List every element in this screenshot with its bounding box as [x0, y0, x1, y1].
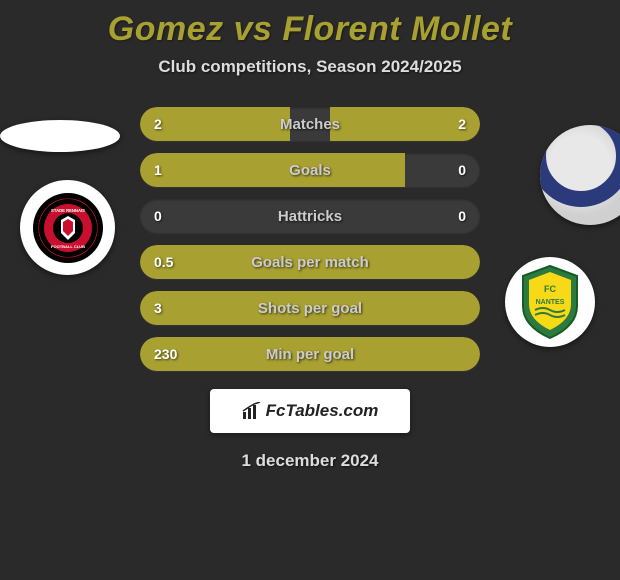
stat-label: Min per goal [140, 346, 480, 363]
svg-text:STADE RENNAIS: STADE RENNAIS [51, 208, 85, 213]
chart-icon [242, 402, 262, 420]
badge-text: FcTables.com [266, 401, 379, 421]
stat-right-value: 2 [458, 116, 466, 132]
date-label: 1 december 2024 [241, 451, 378, 471]
stat-label: Goals [140, 162, 480, 179]
stat-right-value: 0 [458, 208, 466, 224]
stat-row: 2Matches2 [140, 107, 480, 141]
stat-row: 230Min per goal [140, 337, 480, 371]
source-badge: FcTables.com [210, 389, 410, 433]
stat-right-value: 0 [458, 162, 466, 178]
page-title: Gomez vs Florent Mollet [108, 10, 512, 49]
stats-list: 2Matches21Goals00Hattricks00.5Goals per … [140, 107, 480, 371]
stat-row: 0.5Goals per match [140, 245, 480, 279]
club-left-crest: STADE RENNAIS FOOTBALL CLUB [20, 180, 115, 275]
stat-row: 1Goals0 [140, 153, 480, 187]
subtitle: Club competitions, Season 2024/2025 [158, 57, 461, 77]
club-right-crest: FC NANTES [505, 257, 595, 347]
stat-label: Hattricks [140, 208, 480, 225]
player-left-avatar [0, 120, 120, 152]
stat-label: Shots per goal [140, 300, 480, 317]
svg-text:NANTES: NANTES [536, 299, 565, 306]
svg-text:FOOTBALL CLUB: FOOTBALL CLUB [51, 244, 85, 249]
rennes-crest-icon: STADE RENNAIS FOOTBALL CLUB [33, 193, 103, 263]
stat-label: Matches [140, 116, 480, 133]
stat-label: Goals per match [140, 254, 480, 271]
svg-text:FC: FC [544, 284, 556, 294]
stat-row: 3Shots per goal [140, 291, 480, 325]
nantes-crest-icon: FC NANTES [515, 262, 585, 342]
stat-row: 0Hattricks0 [140, 199, 480, 233]
